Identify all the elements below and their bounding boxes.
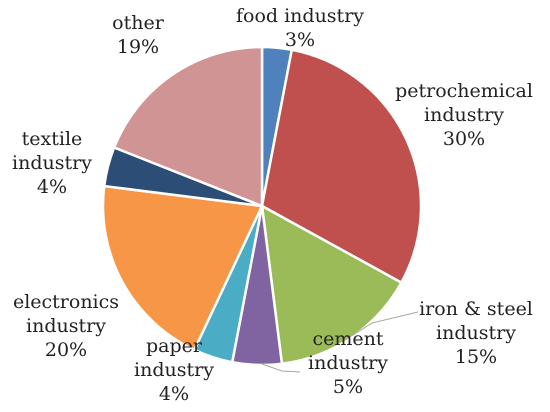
leader-iron-steel [341,311,419,343]
slice-iron-steel-industry [260,204,403,365]
label-cement-industry: cement industry 5% [308,328,388,398]
pie-slices [101,45,423,367]
label-paper-industry: paper industry 4% [134,335,214,405]
label-iron-steel-industry: iron & steel industry 15% [419,298,533,368]
leader-lines [261,311,419,373]
slice-other [112,45,264,208]
slice-electronics-industry [101,184,264,352]
label-food-industry: food industry 3% [236,5,364,51]
slice-petrochemical-industry [260,48,423,284]
slice-labels: food industry 3% petrochemical industry 30% i… [12,5,533,405]
label-electronics-industry: electronics industry 20% [13,291,119,361]
leader-cement [261,363,301,373]
label-petrochemical-industry: petrochemical industry 30% [395,80,533,150]
label-other: other 19% [112,12,165,58]
label-textile-industry: textile industry 4% [12,128,92,198]
